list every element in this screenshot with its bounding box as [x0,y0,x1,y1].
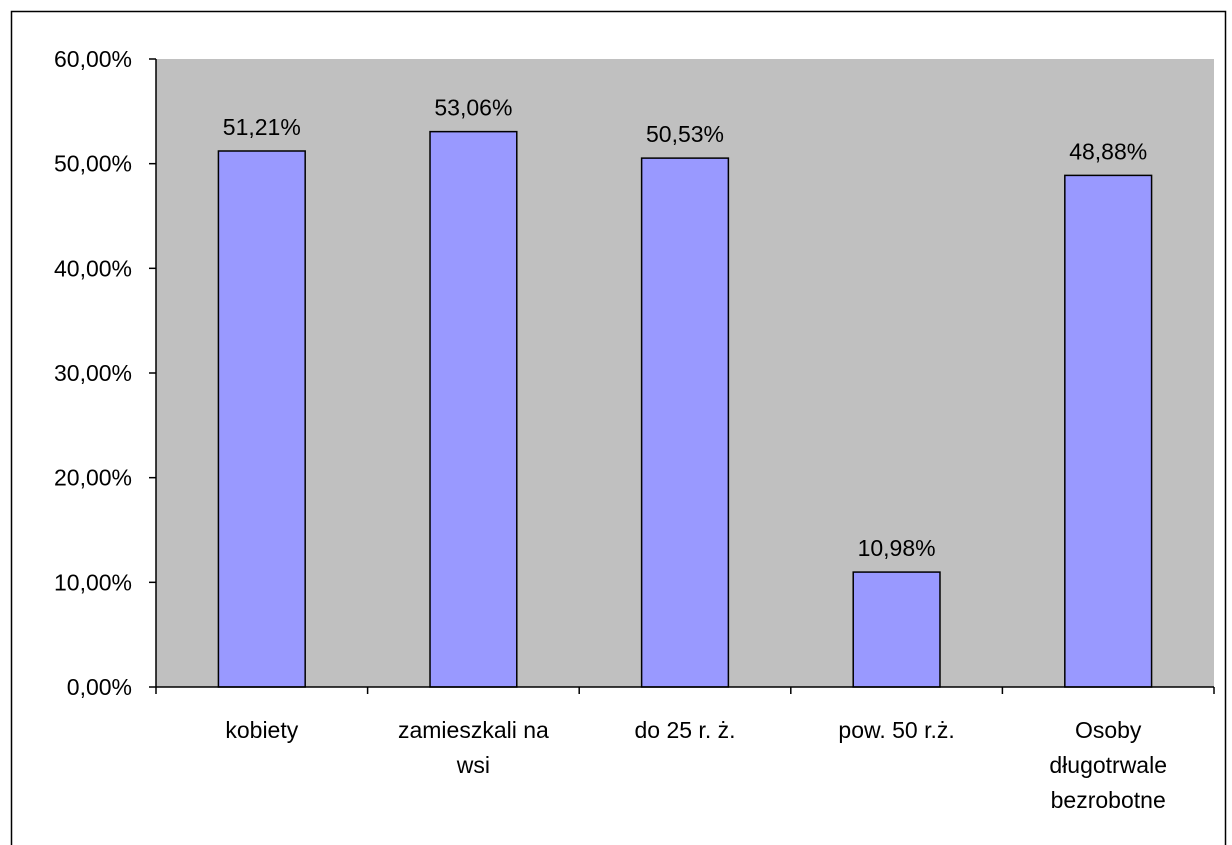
x-category-label: kobiety [225,717,298,743]
data-label: 50,53% [646,121,724,147]
data-label: 10,98% [858,535,936,561]
x-category-label-line: kobiety [225,717,298,743]
x-category-label: zamieszkali na wsi [398,717,549,778]
x-category-label-line: zamieszkali na [398,717,549,743]
y-tick-label: 60,00% [54,46,132,72]
data-label: 48,88% [1069,138,1147,164]
y-tick-label: 40,00% [54,255,132,281]
data-label: 51,21% [223,114,301,140]
x-category-label: do 25 r. ż. [634,717,735,743]
x-category-label-line: bezrobotne [1051,787,1166,813]
y-tick-label: 10,00% [54,569,132,595]
bar [217,150,306,688]
x-category-label-line: długotrwale [1049,752,1167,778]
bar [429,130,518,688]
axes-group [149,58,1215,694]
x-category-label: Osoby długotrwale bezrobotne [1049,717,1167,813]
x-category-label: pow. 50 r.ż. [838,717,954,743]
bar [1064,174,1153,688]
bars-group [217,130,1153,688]
bar [640,157,730,688]
y-tick-label: 20,00% [54,465,132,491]
y-tick-label: 30,00% [54,360,132,386]
x-category-label-line: Osoby [1075,717,1142,743]
x-category-label-line: do 25 r. ż. [634,717,735,743]
y-tick-label: 0,00% [67,674,132,700]
labels-group: 51,21% 53,06% 50,53% 10,98% 48,88% 0,00% 10,00… [54,46,1167,813]
x-category-label-line: wsi [456,752,490,778]
x-category-label-line: pow. 50 r.ż. [838,717,954,743]
bar [852,571,941,688]
y-tick-label: 50,00% [54,151,132,177]
data-label: 53,06% [434,95,512,121]
